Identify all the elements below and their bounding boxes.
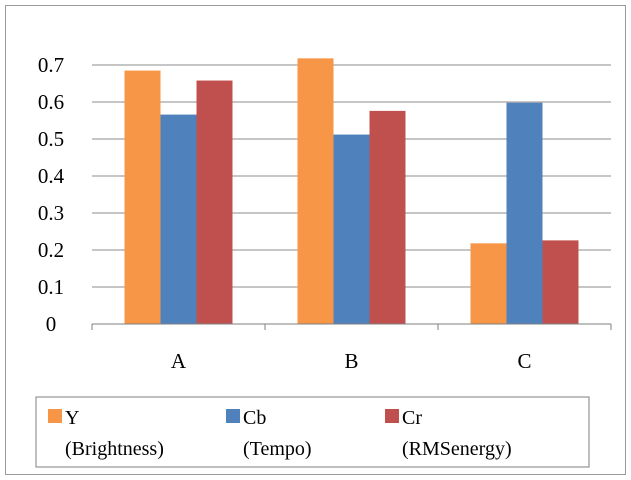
bar-C-cb	[506, 102, 543, 325]
x-axis-categories: A B C	[171, 349, 532, 373]
y-tick-label: 0.7	[38, 53, 64, 77]
legend-label: Cr	[402, 407, 422, 429]
legend-swatch	[226, 409, 240, 423]
category-label: C	[517, 349, 531, 373]
legend-label: (Tempo)	[243, 438, 312, 460]
legend-label: Cb	[243, 407, 266, 429]
legend: Y (Brightness) Cb (Tempo) Cr (RMSenergy)	[35, 396, 590, 468]
legend-label: Y	[65, 407, 79, 429]
bar-B-cb	[333, 134, 370, 324]
legend-label: (RMSenergy)	[402, 438, 512, 460]
chart-area: 0 0.1 0.2 0.3 0.4 0.5 0.6 0.7 A B C Y (Brightness)…	[5, 5, 626, 475]
y-tick-label: 0.3	[38, 201, 64, 225]
bars	[124, 58, 579, 325]
y-tick-label: 0.6	[38, 90, 64, 114]
y-tick-label: 0.5	[38, 127, 64, 151]
legend-box	[35, 396, 590, 468]
bar-B-y	[297, 58, 334, 325]
y-tick-label: 0	[46, 312, 57, 336]
category-label: B	[344, 349, 358, 373]
legend-swatch	[385, 409, 399, 423]
category-label: A	[171, 349, 187, 373]
y-axis-ticks: 0 0.1 0.2 0.3 0.4 0.5 0.6 0.7	[38, 53, 65, 336]
bar-C-cr	[542, 240, 579, 324]
legend-label: (Brightness)	[65, 438, 164, 460]
legend-swatch	[48, 409, 62, 423]
y-tick-label: 0.1	[38, 275, 64, 299]
y-tick-label: 0.4	[38, 164, 65, 188]
bar-A-cr	[196, 80, 233, 324]
bar-B-cr	[369, 110, 406, 324]
bar-C-y	[470, 243, 507, 324]
bar-A-cb	[160, 114, 197, 324]
bar-A-y	[124, 70, 161, 324]
y-tick-label: 0.2	[38, 238, 64, 262]
bar-chart: 0 0.1 0.2 0.3 0.4 0.5 0.6 0.7 A B C Y (Brightness)…	[35, 53, 612, 468]
